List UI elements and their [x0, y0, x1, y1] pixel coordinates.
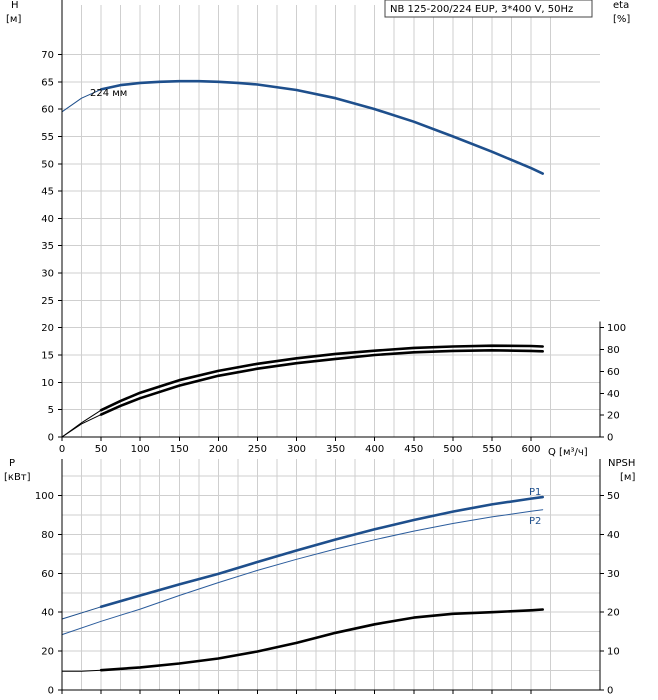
left-tick-label: 15 — [41, 351, 54, 362]
curves-layer — [61, 79, 544, 672]
x-tick-label: 550 — [482, 444, 501, 455]
x-tick-label: 50 — [95, 444, 108, 455]
left-tick-label: 0 — [48, 686, 54, 697]
eta-axis-unit: [%] — [613, 14, 630, 25]
left-tick-label: 10 — [41, 378, 54, 389]
curve-eta-lower — [99, 349, 544, 416]
left-tick-label: 0 — [48, 433, 54, 444]
left-tick-label: 40 — [41, 608, 54, 619]
x-tick-label: 600 — [521, 444, 540, 455]
left-tick-label: 50 — [41, 159, 54, 170]
x-tick-label: 150 — [170, 444, 189, 455]
left-tick-label: 80 — [41, 530, 54, 541]
curve-eta-upper-thin — [61, 345, 544, 438]
flow-axis-label: Q [м³/ч] — [548, 447, 588, 458]
x-tick-label: 0 — [59, 444, 65, 455]
x-tick-label: 200 — [209, 444, 228, 455]
pump-label: NB 125-200/224 EUP, 3*400 V, 50Hz — [390, 4, 573, 15]
left-tick-label: 60 — [41, 105, 54, 116]
curve-p2-thin — [61, 509, 544, 636]
axes-layer — [58, 0, 604, 694]
series-label-p1: P1 — [529, 487, 541, 498]
power-axis-title: P — [9, 458, 15, 469]
npsh-axis-unit: [м] — [620, 472, 635, 483]
left-tick-label: 70 — [41, 50, 54, 61]
right-tick-label: 30 — [607, 569, 620, 580]
right-tick-label: 0 — [607, 433, 613, 444]
x-tick-label: 400 — [365, 444, 384, 455]
x-tick-label: 100 — [131, 444, 150, 455]
right-tick-label: 0 — [607, 686, 613, 697]
curve-p1 — [99, 495, 544, 609]
left-tick-label: 5 — [48, 405, 54, 416]
head-axis-title: H — [11, 0, 19, 11]
left-tick-label: 20 — [41, 323, 54, 334]
right-tick-label: 60 — [607, 367, 620, 378]
left-tick-label: 35 — [41, 241, 54, 252]
left-tick-label: 65 — [41, 77, 54, 88]
curve-npsh — [99, 608, 544, 672]
right-tick-label: 40 — [607, 530, 620, 541]
x-tick-label: 300 — [287, 444, 306, 455]
right-tick-label: 40 — [607, 389, 620, 400]
right-tick-label: 10 — [607, 647, 620, 658]
left-tick-label: 100 — [35, 491, 54, 502]
left-tick-label: 60 — [41, 569, 54, 580]
grid-layer — [61, 5, 600, 691]
pump-label-box — [384, 0, 593, 18]
left-tick-label: 25 — [41, 296, 54, 307]
series-label-p2: P2 — [529, 516, 541, 527]
curve-224-мм-thin — [61, 80, 544, 175]
left-tick-label: 40 — [41, 214, 54, 225]
left-tick-label: 55 — [41, 132, 54, 143]
right-tick-label: 50 — [607, 491, 620, 502]
right-tick-label: 80 — [607, 345, 620, 356]
left-tick-label: 30 — [41, 269, 54, 280]
x-tick-label: 500 — [443, 444, 462, 455]
left-tick-label: 20 — [41, 647, 54, 658]
right-tick-label: 100 — [607, 323, 626, 334]
power-axis-unit: [кВт] — [4, 472, 31, 483]
series-label-224mm: 224 мм — [90, 88, 127, 99]
curve-eta-upper — [99, 344, 544, 412]
right-tick-label: 20 — [607, 411, 620, 422]
x-tick-label: 350 — [326, 444, 345, 455]
right-tick-label: 20 — [607, 608, 620, 619]
eta-axis-title: eta — [613, 0, 629, 11]
curve-224-мм — [99, 79, 544, 175]
x-tick-label: 450 — [404, 444, 423, 455]
x-tick-label: 250 — [248, 444, 267, 455]
npsh-axis-title: NPSH — [608, 458, 635, 469]
text-layer: NB 125-200/224 EUP, 3*400 V, 50Hz H [м] … — [4, 0, 635, 697]
left-tick-label: 45 — [41, 187, 54, 198]
head-axis-unit: [м] — [6, 14, 21, 25]
